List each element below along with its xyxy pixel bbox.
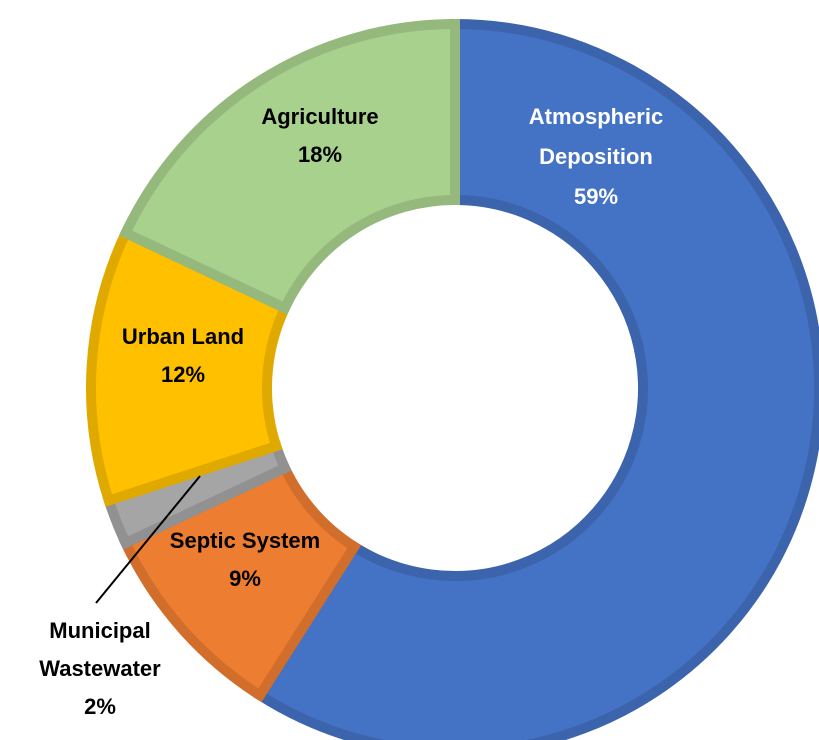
- label-urban-land: Urban Land 12%: [122, 324, 244, 387]
- label-line: 12%: [161, 362, 205, 387]
- label-line: Deposition: [539, 144, 653, 169]
- label-line: 9%: [229, 566, 261, 591]
- label-atmospheric-deposition: Atmospheric Deposition 59%: [529, 104, 663, 209]
- label-line: Septic System: [170, 528, 320, 553]
- label-line: 18%: [298, 142, 342, 167]
- slice-urban-land: [86, 226, 292, 507]
- label-line: Atmospheric: [529, 104, 663, 129]
- chart-labels: Atmospheric Deposition 59% Septic System 9% M…: [39, 104, 663, 719]
- label-line: 2%: [84, 694, 116, 719]
- slice-agriculture: [118, 18, 460, 315]
- label-septic-system: Septic System 9%: [170, 528, 320, 591]
- leader-line-municipal-wastewater: [95, 475, 201, 604]
- chart-slices: [86, 18, 819, 740]
- label-line: Agriculture: [261, 104, 378, 129]
- label-municipal-wastewater: Municipal Wastewater 2%: [39, 618, 161, 719]
- slice-atmospheric-deposition: [253, 18, 819, 740]
- label-line: Municipal: [49, 618, 150, 643]
- label-line: Wastewater: [39, 656, 161, 681]
- label-line: 59%: [574, 184, 618, 209]
- chart-leader-lines: [95, 475, 201, 604]
- label-agriculture: Agriculture 18%: [261, 104, 378, 167]
- label-line: Urban Land: [122, 324, 244, 349]
